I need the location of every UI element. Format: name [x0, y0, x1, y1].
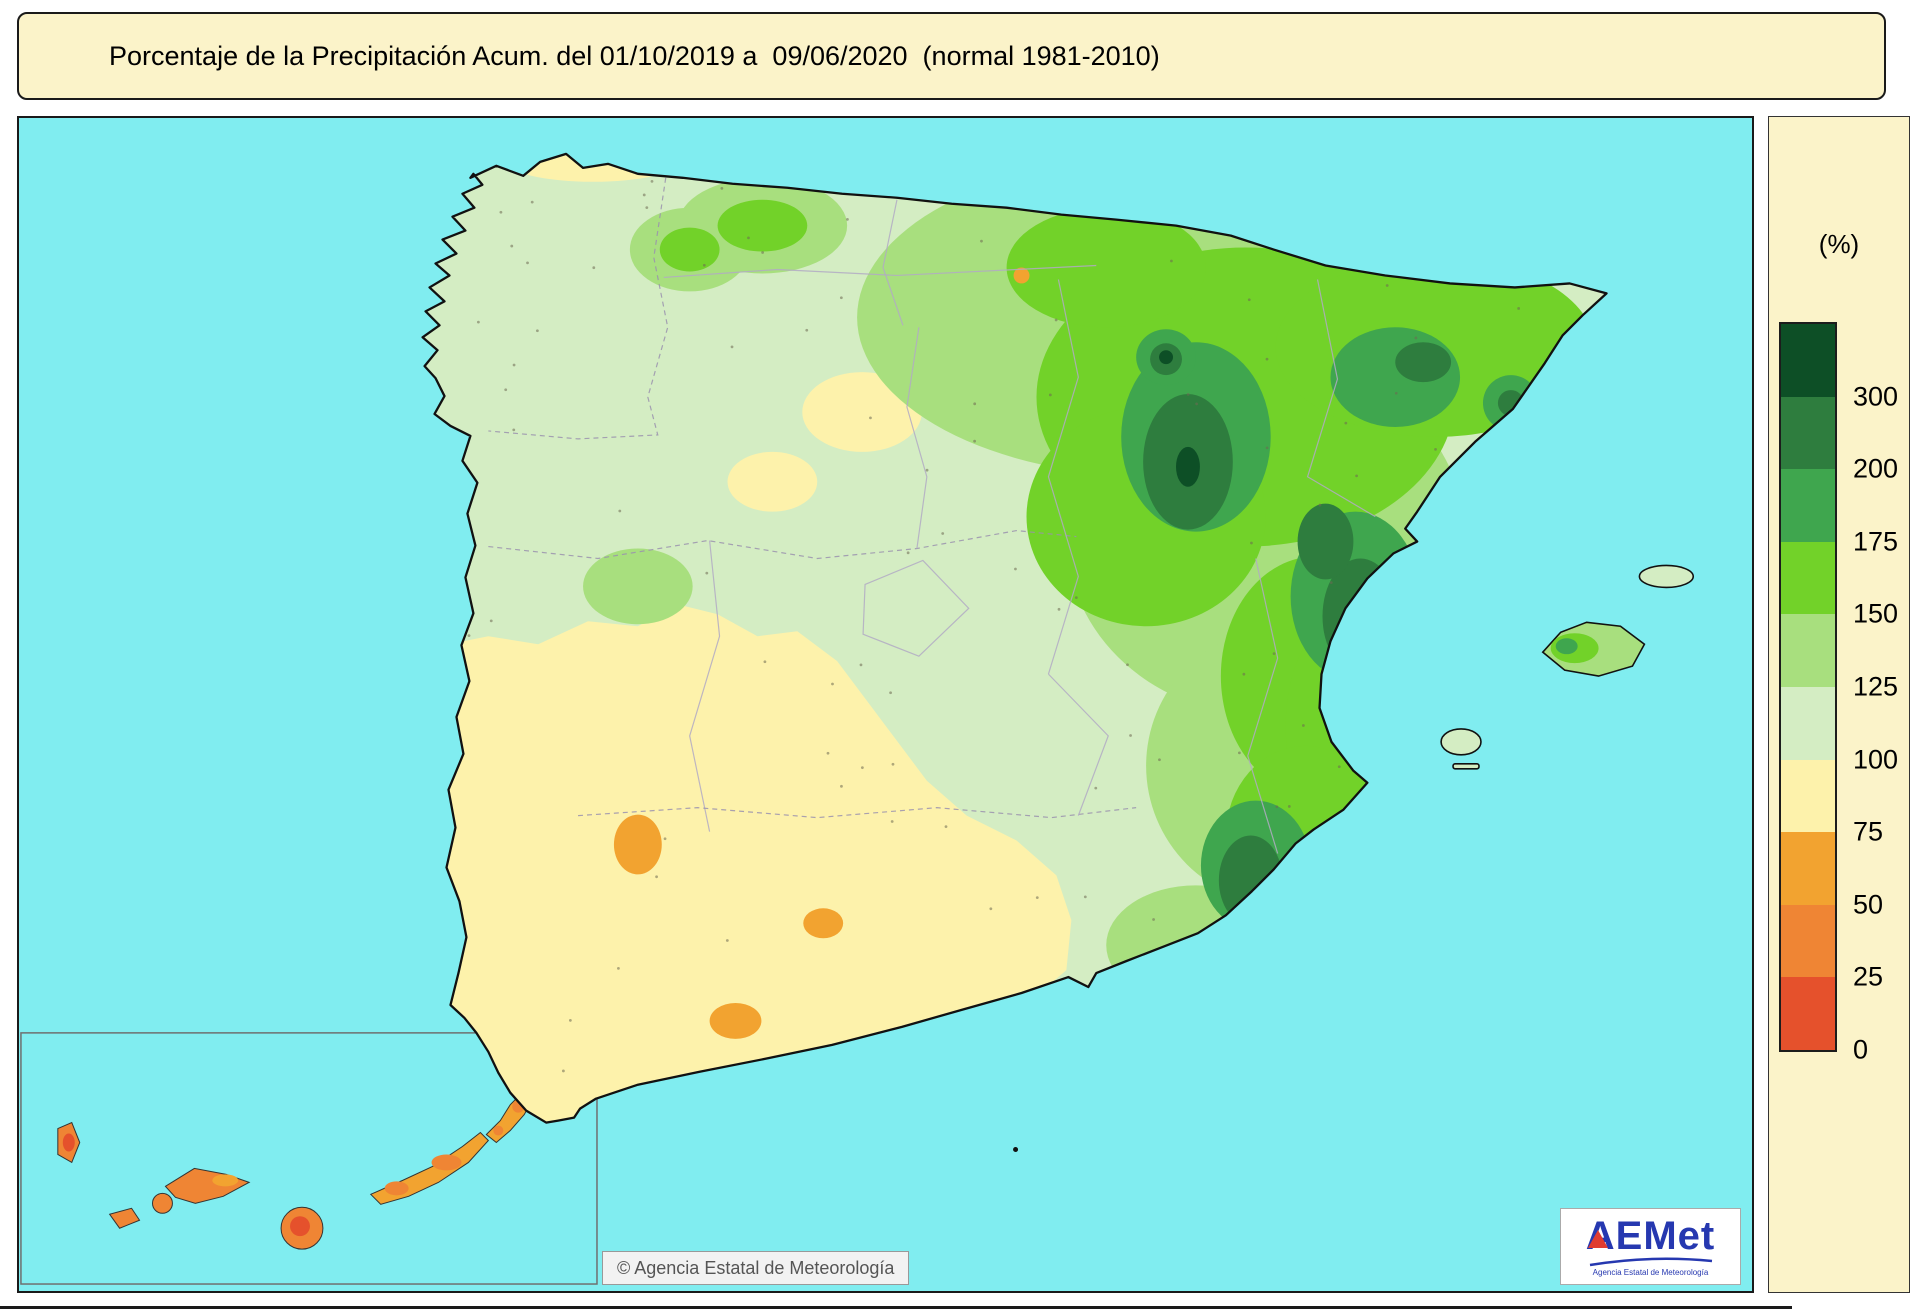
spain-precipitation-map [20, 152, 1695, 1285]
island-fuerteventura-patch [431, 1154, 462, 1171]
legend-segment-200 [1781, 396, 1835, 470]
logo-red-triangle-icon [1587, 1229, 1608, 1248]
island-el-hierro [108, 1207, 141, 1229]
legend-tick-50: 50 [1853, 889, 1884, 920]
legend-tick-300: 300 [1853, 381, 1899, 412]
legend-color-bar [1779, 322, 1837, 1052]
island-formentera [1452, 763, 1480, 770]
legend-segment-125 [1781, 614, 1835, 687]
figure-bottom-border [0, 1306, 1792, 1309]
legend-tick-75: 75 [1853, 816, 1884, 847]
canary-inset-frame [20, 1032, 598, 1285]
balearic-islands [1440, 564, 1695, 770]
legend-segment-0 [1781, 977, 1835, 1050]
attribution-box: © Agencia Estatal de Meteorología [602, 1251, 910, 1285]
legend-tick-150: 150 [1853, 598, 1899, 629]
legend-tick-100: 100 [1853, 744, 1899, 775]
legend-segment-75 [1781, 759, 1835, 833]
aemet-logo-text: AEMet [1586, 1216, 1715, 1256]
legend-segment-25 [1781, 904, 1835, 978]
island-tenerife [164, 1167, 251, 1204]
attribution-text: © Agencia Estatal de Meteorología [617, 1257, 895, 1278]
island-lanzarote-patch2 [493, 1125, 504, 1136]
province-boundaries [488, 177, 1376, 854]
legend-segment-150 [1781, 541, 1835, 615]
legend-segment-100 [1781, 686, 1835, 760]
map-title: Porcentaje de la Precipitación Acum. del… [109, 40, 1160, 71]
legend-panel: (%) 300 200 175 150 125 100 75 50 25 0 [1768, 116, 1910, 1293]
island-la-palma-core [62, 1133, 75, 1152]
legend-unit-label: (%) [1818, 229, 1860, 259]
legend-tick-0: 0 [1853, 1034, 1869, 1065]
canary-islands-inset [57, 1090, 535, 1250]
island-fuerteventura [369, 1131, 490, 1205]
mainland-contours [422, 153, 1607, 1123]
legend-segment-175 [1781, 469, 1835, 542]
legend-tick-labels: 300 200 175 150 125 100 75 50 25 0 [1853, 324, 1909, 1064]
legend-tick-200: 200 [1853, 453, 1899, 484]
legend-segment-300 [1781, 324, 1835, 397]
legend-tick-25: 25 [1853, 961, 1884, 992]
island-la-gomera [152, 1192, 173, 1214]
island-fuerteventura-patch2 [384, 1181, 409, 1196]
island-tenerife-patch [212, 1174, 239, 1187]
island-menorca [1638, 564, 1695, 589]
logo-swoosh-icon [1589, 1257, 1712, 1266]
map-panel: © Agencia Estatal de Meteorología AEMet … [17, 116, 1754, 1293]
legend-tick-125: 125 [1853, 671, 1899, 702]
legend-tick-175: 175 [1853, 526, 1899, 557]
alboran-island-dot [1013, 1146, 1019, 1152]
aemet-logo: AEMet Agencia Estatal de Meteorología [1560, 1208, 1741, 1285]
title-bar: Porcentaje de la Precipitación Acum. del… [17, 12, 1886, 100]
aemet-logo-subtitle: Agencia Estatal de Meteorología [1592, 1267, 1709, 1277]
island-mallorca-core [1555, 638, 1578, 655]
island-ibiza [1440, 728, 1482, 756]
legend-segment-50 [1781, 832, 1835, 905]
island-gran-canaria-core [290, 1216, 310, 1237]
